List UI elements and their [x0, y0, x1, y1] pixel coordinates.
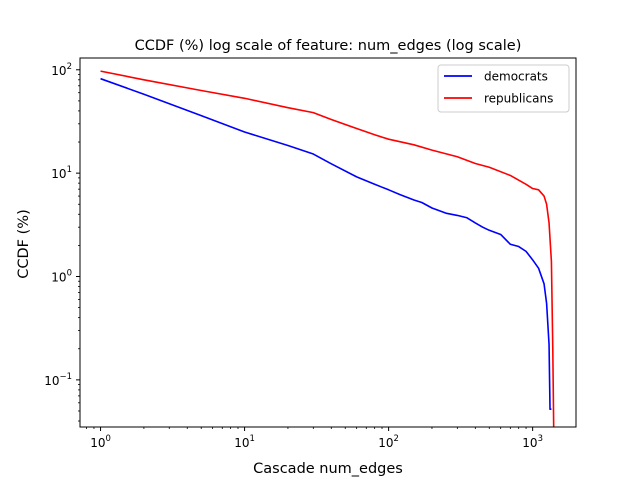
plot-frame	[79, 57, 577, 428]
y-axis-label: CCDF (%)	[16, 209, 32, 278]
x-tick-label: 100	[90, 434, 111, 450]
series-line-republicans	[100, 70, 555, 427]
y-tick-label: 10−1	[44, 372, 72, 388]
legend-label: democrats	[484, 70, 548, 84]
chart-title: CCDF (%) log scale of feature: num_edges…	[135, 38, 522, 54]
legend-label: republicans	[484, 92, 553, 106]
series-line-democrats	[100, 77, 552, 411]
legend: democrats republicans	[437, 64, 570, 113]
y-tick-label: 102	[51, 62, 72, 78]
series-lines	[100, 70, 555, 427]
x-axis-label: Cascade num_edges	[253, 461, 403, 477]
y-tick-label: 100	[51, 269, 72, 285]
y-tick-label: 101	[51, 165, 72, 181]
axis-ticks: 100 101 102 103 10−1 100 101 102	[44, 62, 543, 450]
x-tick-label: 102	[378, 434, 399, 450]
x-tick-label: 103	[522, 434, 543, 450]
x-tick-label: 101	[234, 434, 255, 450]
